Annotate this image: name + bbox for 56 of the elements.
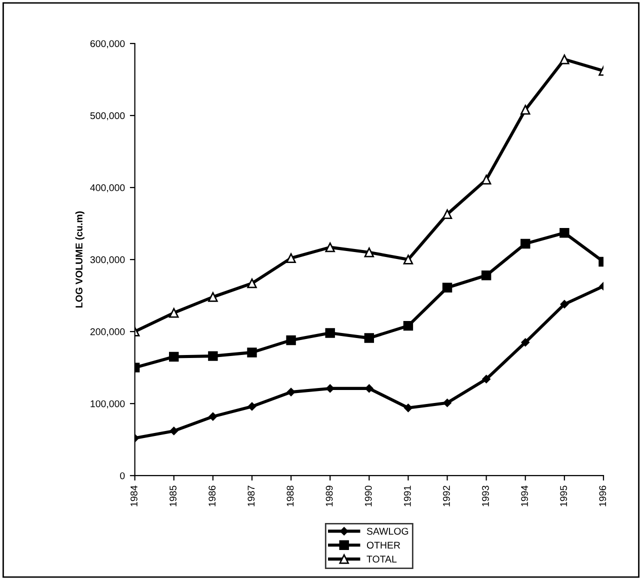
- x-tick-label: 1987: [248, 486, 255, 506]
- point: [521, 338, 530, 346]
- point: [208, 292, 218, 302]
- x-tick-label: 1990: [364, 486, 372, 506]
- x-tick-label: 1986: [208, 486, 216, 506]
- y-tick-label: 200,000: [90, 328, 125, 336]
- y-tick-label: 0: [120, 472, 125, 480]
- point: [481, 270, 492, 280]
- point: [247, 348, 257, 358]
- point: [170, 426, 178, 436]
- x-tick-label: 1994: [521, 486, 528, 506]
- y-tick-label: 600,000: [90, 40, 125, 48]
- x-tick-label: 1991: [404, 486, 411, 506]
- point: [286, 388, 296, 396]
- point: [442, 209, 452, 220]
- point: [364, 333, 374, 343]
- y-tick-label: 500,000: [90, 112, 125, 120]
- point: [365, 384, 374, 393]
- point: [403, 254, 414, 264]
- point: [169, 308, 179, 318]
- point: [482, 374, 490, 384]
- point: [481, 174, 492, 184]
- point: [325, 242, 335, 252]
- y-tick-label: 100,000: [90, 400, 125, 408]
- point: [247, 278, 257, 288]
- point: [443, 398, 452, 407]
- y-axis-title: LOG VOLUME (cu.m): [75, 211, 84, 308]
- x-tick-label: 1996: [599, 486, 606, 506]
- x-tick-label: 1985: [170, 486, 176, 506]
- point: [208, 412, 218, 421]
- point: [442, 282, 452, 292]
- point: [404, 404, 412, 412]
- point: [520, 104, 530, 115]
- point: [403, 320, 414, 331]
- legend-label: TOTAL: [366, 556, 397, 563]
- x-tick-label: 1984: [130, 486, 138, 506]
- point: [286, 253, 296, 263]
- x-tick-label: 1989: [326, 486, 333, 506]
- point: [325, 328, 335, 338]
- point: [560, 300, 569, 308]
- x-tick-label: 1995: [560, 486, 568, 506]
- point: [560, 54, 570, 64]
- point: [364, 247, 374, 258]
- point: [248, 402, 256, 411]
- point: [208, 351, 218, 361]
- x-tick-label: 1993: [482, 486, 489, 506]
- y-tick-label: 400,000: [90, 184, 125, 192]
- point: [520, 238, 530, 249]
- x-tick-label: 1992: [442, 486, 450, 506]
- x-tick-label: 1988: [286, 486, 294, 506]
- point: [169, 352, 179, 362]
- legend-label: SAWLOG: [366, 528, 408, 535]
- legend-label: OTHER: [366, 542, 400, 549]
- y-tick-label: 300,000: [90, 256, 125, 264]
- point: [560, 228, 570, 238]
- point: [286, 335, 296, 346]
